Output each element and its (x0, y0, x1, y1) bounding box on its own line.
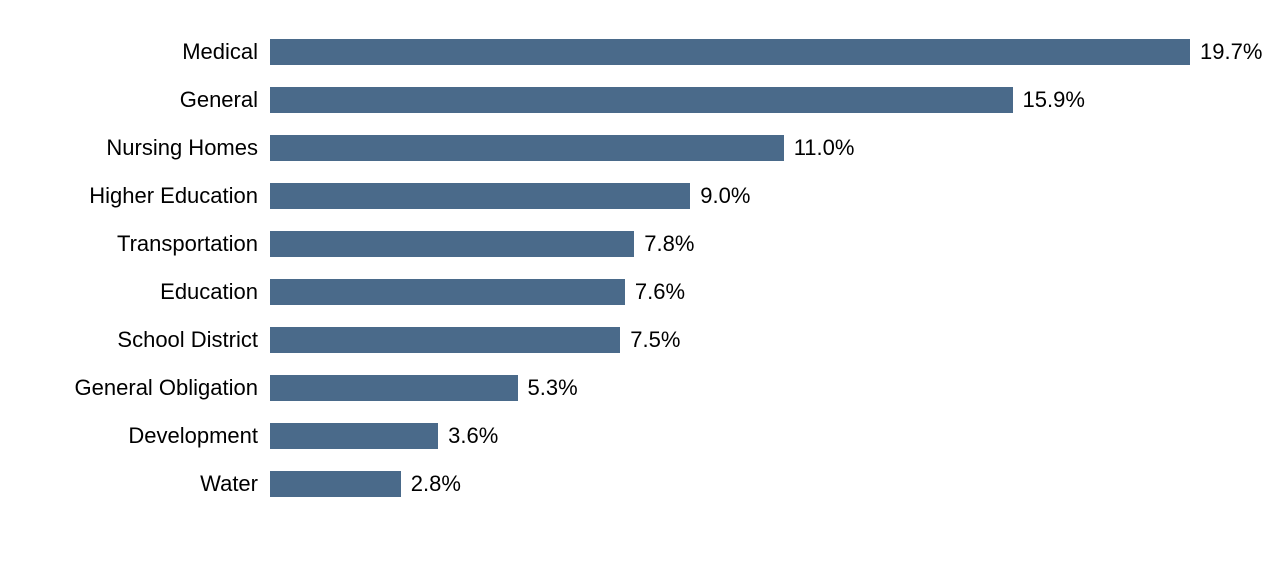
bar-track: 2.8% (270, 460, 1284, 508)
value-label: 15.9% (1023, 87, 1085, 113)
bar-track: 7.6% (270, 268, 1284, 316)
value-label: 5.3% (528, 375, 578, 401)
chart-row: Transportation 7.8% (0, 220, 1284, 268)
bar-track: 19.7% (270, 28, 1284, 76)
category-label: General Obligation (0, 375, 270, 401)
bar-track: 7.8% (270, 220, 1284, 268)
value-label: 3.6% (448, 423, 498, 449)
category-label: General (0, 87, 270, 113)
bar (270, 279, 625, 305)
value-label: 2.8% (411, 471, 461, 497)
chart-row: Development 3.6% (0, 412, 1284, 460)
bar (270, 327, 620, 353)
bar (270, 39, 1190, 65)
category-label: Transportation (0, 231, 270, 257)
bar (270, 87, 1013, 113)
chart-row: General Obligation 5.3% (0, 364, 1284, 412)
value-label: 11.0% (794, 135, 855, 161)
chart-row: School District 7.5% (0, 316, 1284, 364)
chart-row: Medical 19.7% (0, 28, 1284, 76)
bar-track: 9.0% (270, 172, 1284, 220)
bar-track: 15.9% (270, 76, 1284, 124)
bar (270, 423, 438, 449)
bar (270, 471, 401, 497)
value-label: 7.5% (630, 327, 680, 353)
chart-row: Higher Education 9.0% (0, 172, 1284, 220)
value-label: 7.8% (644, 231, 694, 257)
value-label: 19.7% (1200, 39, 1262, 65)
chart-row: Water 2.8% (0, 460, 1284, 508)
value-label: 7.6% (635, 279, 685, 305)
bar (270, 135, 784, 161)
chart-row: Nursing Homes 11.0% (0, 124, 1284, 172)
category-label: Nursing Homes (0, 135, 270, 161)
bar-track: 7.5% (270, 316, 1284, 364)
category-label: Higher Education (0, 183, 270, 209)
category-label: Education (0, 279, 270, 305)
bar (270, 231, 634, 257)
bar-track: 11.0% (270, 124, 1284, 172)
value-label: 9.0% (700, 183, 750, 209)
bar (270, 183, 690, 209)
category-label: Medical (0, 39, 270, 65)
bar (270, 375, 518, 401)
bar-track: 3.6% (270, 412, 1284, 460)
chart-row: Education 7.6% (0, 268, 1284, 316)
category-label: School District (0, 327, 270, 353)
chart-row: General 15.9% (0, 76, 1284, 124)
category-label: Water (0, 471, 270, 497)
horizontal-bar-chart: Medical 19.7% General 15.9% Nursing Homes 11.… (0, 0, 1284, 576)
category-label: Development (0, 423, 270, 449)
bar-track: 5.3% (270, 364, 1284, 412)
